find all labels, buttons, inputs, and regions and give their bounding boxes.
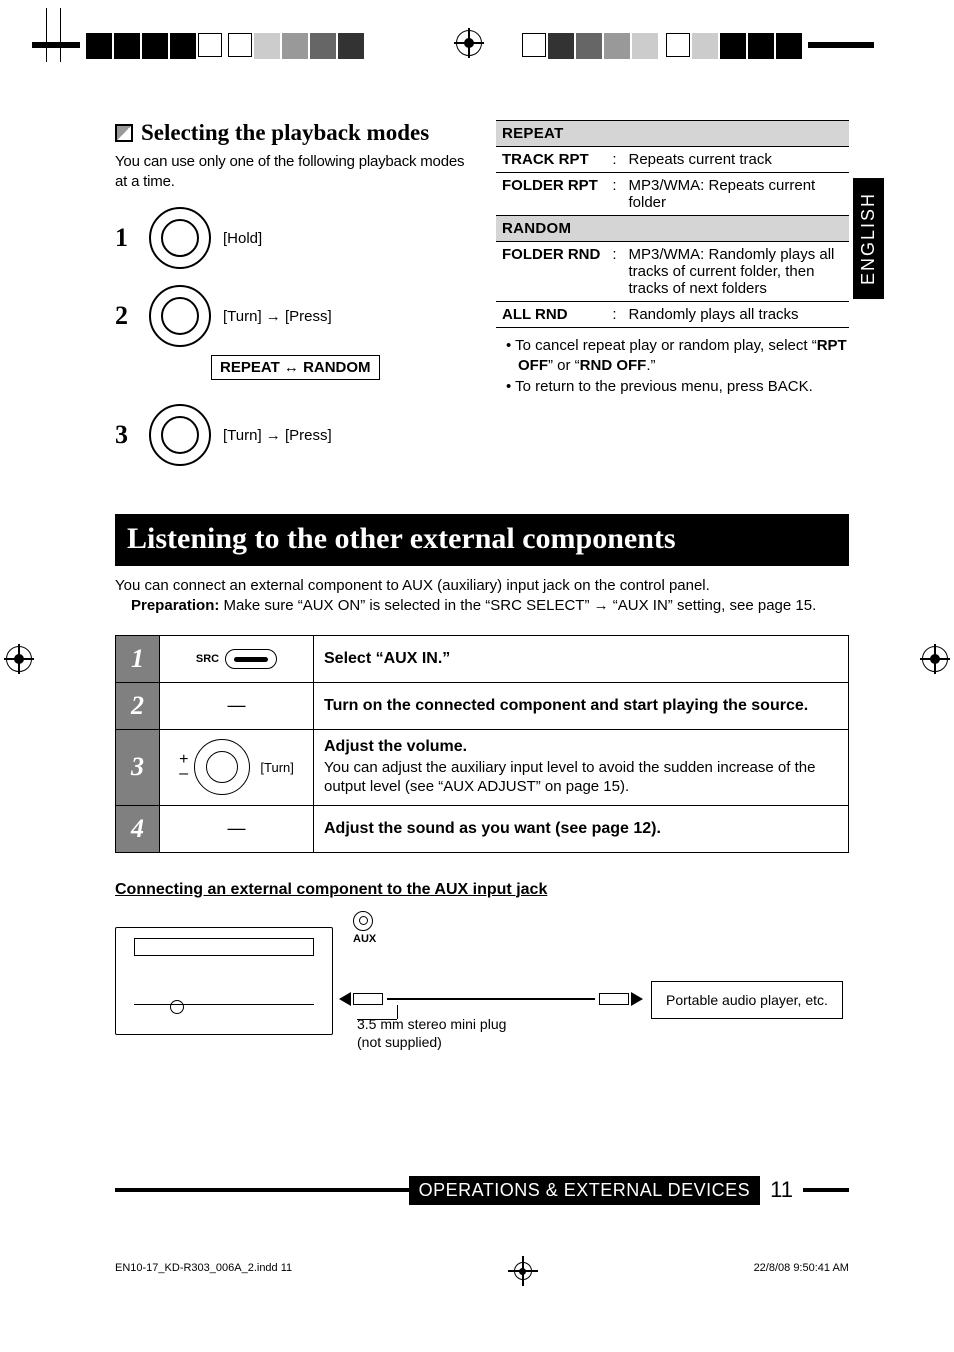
step-label: [Turn] → [Press] <box>223 427 332 444</box>
intro-line: You can connect an external component to… <box>115 576 849 596</box>
step-graphic: SRC <box>160 635 314 682</box>
step-num: 3 <box>116 729 160 805</box>
aux-jack-icon <box>353 911 373 931</box>
page-content: Selecting the playback modes You can use… <box>115 120 849 1081</box>
section-bar-title: Listening to the other external componen… <box>115 514 849 566</box>
step-number: 1 <box>115 223 137 253</box>
connect-heading: Connecting an external component to the … <box>115 881 849 899</box>
step-1: 1 [Hold] <box>115 207 468 269</box>
registration-mark-right <box>922 646 948 672</box>
knob-icon <box>149 207 211 269</box>
language-tab: ENGLISH <box>853 178 884 299</box>
right-column: REPEAT TRACK RPT : Repeats current track… <box>496 120 849 466</box>
step-3: 3 [Turn] → [Press] <box>115 404 468 466</box>
step-row: 3 +– [Turn] Adjust the volume. You can a… <box>116 729 849 805</box>
step-label: [Hold] <box>223 230 262 247</box>
step-row: 2 — Turn on the connected component and … <box>116 682 849 729</box>
steps-table: 1 SRC Select “AUX IN.” 2 — Turn on the c… <box>115 635 849 853</box>
mode-value: Repeats current track <box>623 147 850 173</box>
connection-diagram: AUX 3.5 mm stereo mini plug (not supplie… <box>115 911 849 1081</box>
section-title: Selecting the playback modes <box>115 120 468 146</box>
step-text: Turn on the connected component and star… <box>314 682 849 729</box>
step-row: 4 — Adjust the sound as you want (see pa… <box>116 805 849 852</box>
mode-key: TRACK RPT <box>496 147 606 173</box>
step-2: 2 [Turn] → [Press] <box>115 285 468 347</box>
mode-key: ALL RND <box>496 302 606 328</box>
mode-key: FOLDER RPT <box>496 173 606 216</box>
section-title-text: Selecting the playback modes <box>141 120 429 146</box>
intro-text: You can use only one of the following pl… <box>115 152 468 191</box>
step-num: 2 <box>116 682 160 729</box>
player-label: Portable audio player, etc. <box>651 981 843 1019</box>
mode-value: MP3/WMA: Randomly plays all tracks of cu… <box>623 242 850 302</box>
head-unit-icon <box>115 927 333 1035</box>
imprint-line: EN10-17_KD-R303_006A_2.indd 11 22/8/08 9… <box>115 1262 849 1280</box>
step-number: 3 <box>115 420 137 450</box>
crop-marks-top <box>0 30 954 70</box>
section-marker-icon <box>115 124 133 142</box>
volume-knob-icon <box>194 739 250 795</box>
notes-list: To cancel repeat play or random play, se… <box>496 336 849 397</box>
step-label: [Turn] → [Press] <box>223 308 332 325</box>
mode-key: FOLDER RND <box>496 242 606 302</box>
step-graphic: — <box>160 805 314 852</box>
modes-table: REPEAT TRACK RPT : Repeats current track… <box>496 120 849 328</box>
step-text: Adjust the sound as you want (see page 1… <box>314 805 849 852</box>
imprint-file: EN10-17_KD-R303_006A_2.indd 11 <box>115 1262 292 1280</box>
step-text: Adjust the volume. You can adjust the au… <box>314 729 849 805</box>
note-item: To cancel repeat play or random play, se… <box>500 336 849 377</box>
step-num: 4 <box>116 805 160 852</box>
page-number: 11 <box>760 1177 803 1203</box>
left-column: Selecting the playback modes You can use… <box>115 120 468 466</box>
knob-icon <box>149 404 211 466</box>
mode-value: MP3/WMA: Repeats current folder <box>623 173 850 216</box>
step-row: 1 SRC Select “AUX IN.” <box>116 635 849 682</box>
cable-icon <box>353 993 629 1005</box>
step-graphic: — <box>160 682 314 729</box>
intro-paragraph: You can connect an external component to… <box>115 576 849 617</box>
step-num: 1 <box>116 635 160 682</box>
imprint-timestamp: 22/8/08 9:50:41 AM <box>754 1262 849 1280</box>
page-footer: OPERATIONS & EXTERNAL DEVICES 11 <box>115 1175 849 1205</box>
registration-mark-bottom <box>514 1262 532 1280</box>
mode-value: Randomly plays all tracks <box>623 302 850 328</box>
src-button-icon <box>225 649 277 669</box>
registration-mark-left <box>6 646 32 672</box>
step-text: Select “AUX IN.” <box>314 635 849 682</box>
knob-icon <box>149 285 211 347</box>
preparation-text: Make sure “AUX ON” is selected in the “S… <box>219 597 816 614</box>
step-number: 2 <box>115 301 137 331</box>
footer-section-label: OPERATIONS & EXTERNAL DEVICES <box>409 1176 761 1205</box>
group-header: REPEAT <box>496 121 849 147</box>
preparation-label: Preparation: <box>131 597 219 614</box>
plug-label: 3.5 mm stereo mini plug (not supplied) <box>357 1015 506 1051</box>
registration-mark <box>456 30 482 56</box>
group-header: RANDOM <box>496 216 849 242</box>
step-graphic: +– [Turn] <box>160 729 314 805</box>
note-item: To return to the previous menu, press BA… <box>500 377 849 397</box>
aux-callout: AUX <box>353 911 423 945</box>
mode-box: REPEAT ↔ RANDOM <box>211 355 380 380</box>
